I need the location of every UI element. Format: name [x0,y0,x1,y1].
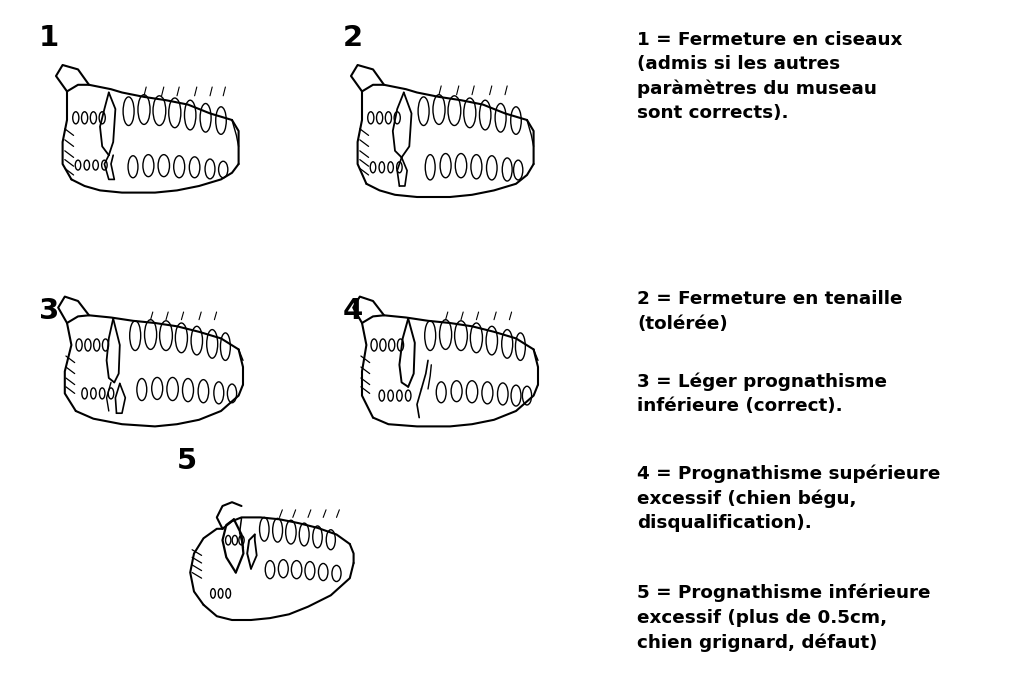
Text: 2: 2 [343,24,364,52]
Text: 1: 1 [39,24,59,52]
Text: 5 = Prognathisme inférieure
excessif (plus de 0.5cm,
chien grignard, défaut): 5 = Prognathisme inférieure excessif (pl… [637,584,931,652]
Text: 3 = Léger prognathisme
inférieure (correct).: 3 = Léger prognathisme inférieure (corre… [637,372,887,415]
Text: 1 = Fermeture en ciseaux
(admis si les autres
paràmètres du museau
sont corrects: 1 = Fermeture en ciseaux (admis si les a… [637,31,902,122]
Text: 3: 3 [39,297,59,325]
Text: 2 = Fermeture en tenaille
(tolérée): 2 = Fermeture en tenaille (tolérée) [637,290,902,333]
Text: 4 = Prognathisme supérieure
excessif (chien bégu,
disqualification).: 4 = Prognathisme supérieure excessif (ch… [637,464,940,532]
Text: 4: 4 [343,297,364,325]
Text: 5: 5 [177,447,198,475]
